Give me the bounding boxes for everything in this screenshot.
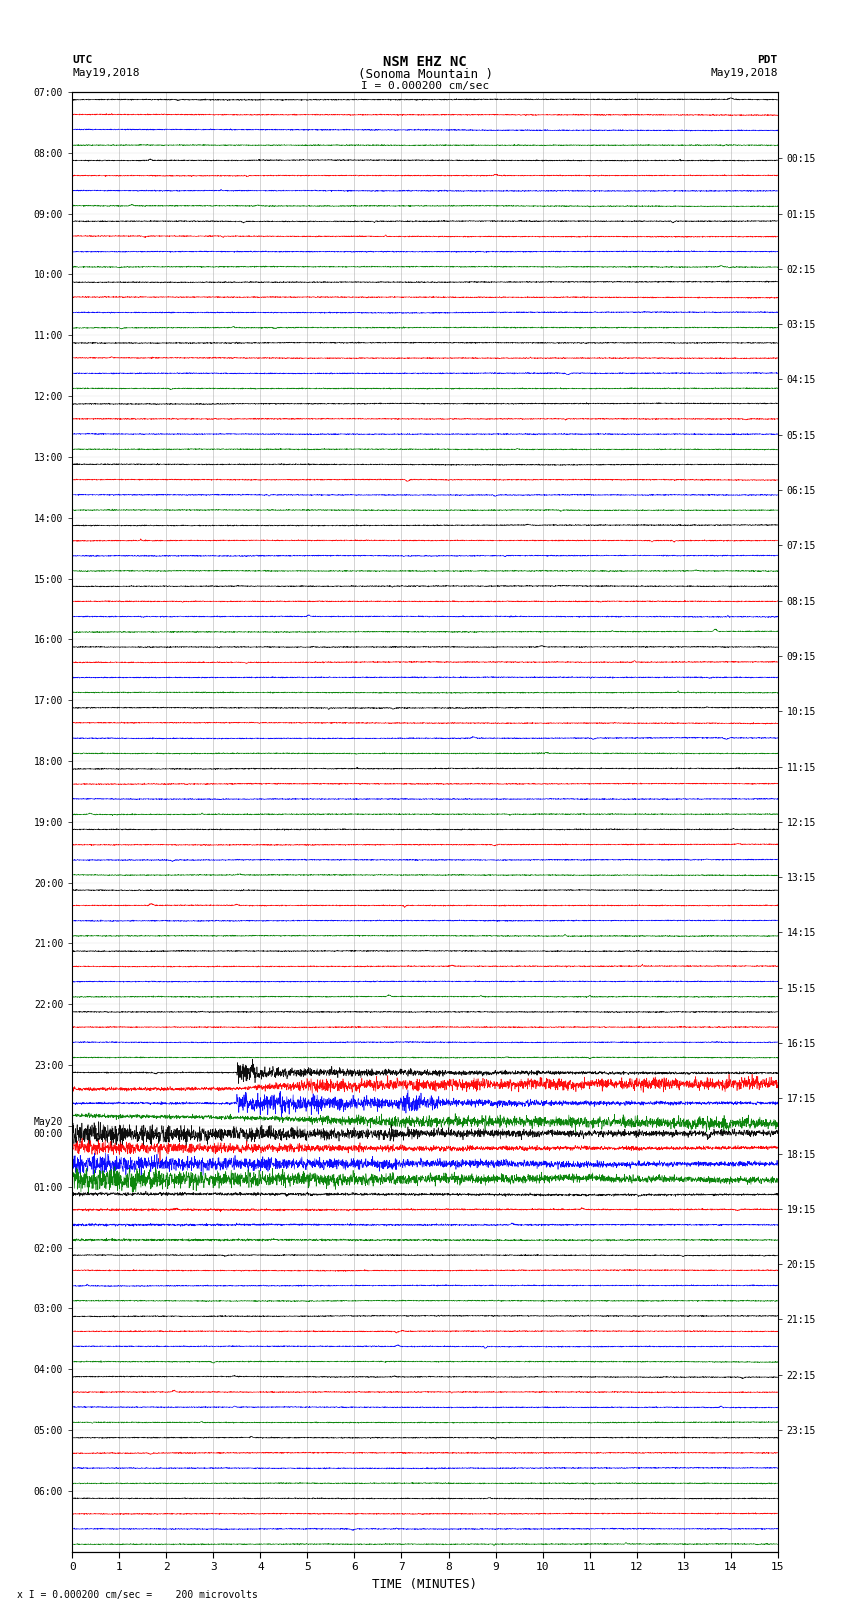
Text: I = 0.000200 cm/sec: I = 0.000200 cm/sec	[361, 81, 489, 90]
Text: NSM EHZ NC: NSM EHZ NC	[383, 55, 467, 69]
Text: (Sonoma Mountain ): (Sonoma Mountain )	[358, 68, 492, 81]
Text: May19,2018: May19,2018	[711, 68, 778, 77]
Text: PDT: PDT	[757, 55, 778, 65]
Text: May19,2018: May19,2018	[72, 68, 139, 77]
X-axis label: TIME (MINUTES): TIME (MINUTES)	[372, 1578, 478, 1590]
Text: UTC: UTC	[72, 55, 93, 65]
Text: x I = 0.000200 cm/sec =    200 microvolts: x I = 0.000200 cm/sec = 200 microvolts	[17, 1590, 258, 1600]
